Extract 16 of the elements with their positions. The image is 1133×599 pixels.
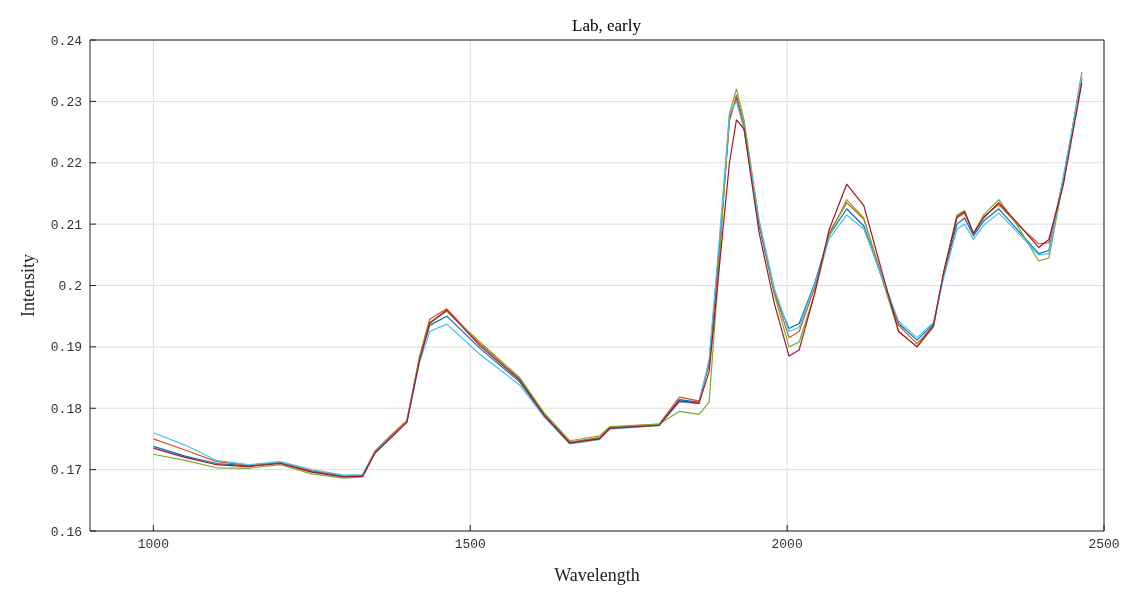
x-axis-title: Wavelength	[554, 565, 640, 585]
y-tick-label: 0.19	[50, 340, 82, 356]
y-tick-label: 0.2	[58, 279, 82, 295]
y-tick-label: 0.18	[50, 401, 82, 417]
x-tick-label: 1000	[137, 537, 169, 553]
x-tick-label: 1500	[454, 537, 486, 553]
y-tick-label: 0.17	[50, 463, 82, 479]
x-tick-label: 2000	[771, 537, 803, 553]
y-axis-title: Intensity	[18, 254, 39, 317]
y-tick-label: 0.22	[50, 156, 82, 172]
y-tick-label: 0.21	[50, 217, 83, 233]
y-tick-label: 0.23	[50, 94, 82, 110]
chart-title: Lab, early	[572, 16, 641, 35]
x-tick-label: 2500	[1088, 537, 1120, 553]
y-tick-label: 0.24	[50, 33, 83, 49]
y-tick-label: 0.16	[50, 524, 82, 540]
